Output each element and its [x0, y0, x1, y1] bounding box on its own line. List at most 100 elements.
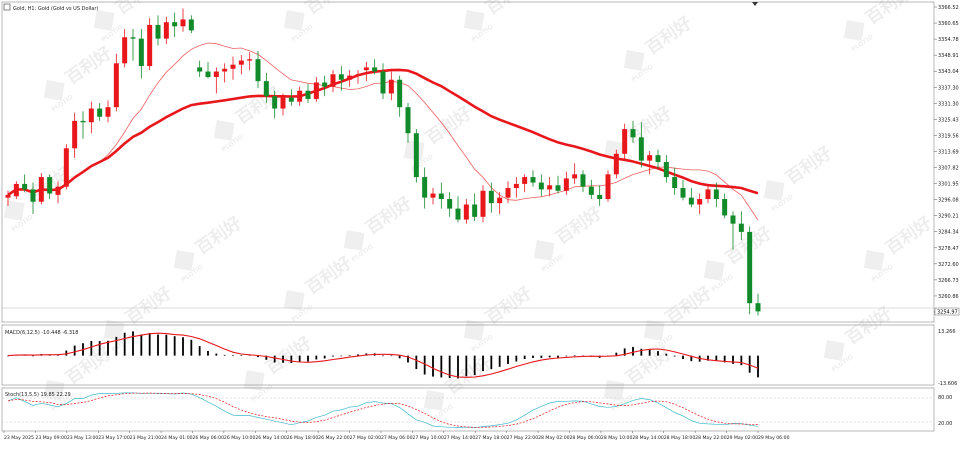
candle[interactable] — [63, 144, 69, 190]
candle[interactable] — [672, 167, 678, 195]
candle[interactable] — [472, 193, 478, 221]
candle[interactable] — [330, 70, 336, 93]
candle[interactable] — [697, 193, 703, 215]
candle[interactable] — [580, 170, 586, 193]
candle[interactable] — [505, 181, 511, 204]
candle[interactable] — [380, 63, 386, 99]
candle[interactable] — [113, 53, 119, 112]
candle[interactable] — [97, 103, 103, 121]
candle[interactable] — [738, 211, 744, 241]
candle[interactable] — [305, 83, 311, 104]
candle[interactable] — [338, 66, 344, 91]
candle[interactable] — [622, 123, 628, 160]
candle[interactable] — [138, 29, 144, 79]
time-axis[interactable]: 23 May 2025 23 May 09:00 23 May 13:00 23 Ma… — [3, 431, 790, 441]
candle[interactable] — [480, 185, 486, 223]
candle[interactable] — [313, 77, 319, 102]
candle[interactable] — [213, 67, 219, 94]
candle[interactable] — [463, 199, 469, 224]
candle[interactable] — [363, 61, 369, 82]
candle[interactable] — [205, 61, 211, 79]
candle[interactable] — [197, 60, 203, 78]
candle[interactable] — [30, 182, 36, 215]
candle[interactable] — [130, 29, 136, 61]
macd-plot[interactable] — [7, 331, 759, 379]
candle[interactable] — [522, 174, 528, 193]
candle[interactable] — [13, 181, 19, 200]
stochastic-plot[interactable] — [2, 392, 934, 429]
candle[interactable] — [547, 177, 553, 197]
candle[interactable] — [38, 172, 44, 205]
candle[interactable] — [613, 149, 619, 179]
candle[interactable] — [422, 167, 428, 209]
candle[interactable] — [730, 211, 736, 250]
candle[interactable] — [163, 16, 169, 45]
candle[interactable] — [563, 171, 569, 195]
candle[interactable] — [155, 15, 161, 46]
candle[interactable] — [372, 59, 378, 75]
candle[interactable] — [397, 75, 403, 117]
candle[interactable] — [497, 192, 503, 215]
candle[interactable] — [55, 181, 61, 204]
candle[interactable] — [647, 151, 653, 175]
candle[interactable] — [280, 93, 286, 116]
candle[interactable] — [263, 72, 269, 104]
candle[interactable] — [405, 103, 411, 143]
candle[interactable] — [5, 190, 11, 206]
candle[interactable] — [713, 182, 719, 208]
candle[interactable] — [88, 101, 94, 134]
candle[interactable] — [413, 129, 419, 183]
candle[interactable] — [272, 90, 278, 119]
candle[interactable] — [355, 70, 361, 84]
candle[interactable] — [688, 188, 694, 208]
candle[interactable] — [238, 55, 244, 75]
candle[interactable] — [388, 71, 394, 101]
candle[interactable] — [663, 155, 669, 183]
candle[interactable] — [588, 179, 594, 200]
candle[interactable] — [630, 120, 636, 143]
candle[interactable] — [755, 293, 761, 316]
candle[interactable] — [297, 86, 303, 106]
candle[interactable] — [747, 226, 753, 315]
candle[interactable] — [430, 188, 436, 205]
candle[interactable] — [147, 18, 153, 71]
symbol-menu-icon[interactable] — [3, 3, 11, 11]
candle[interactable] — [530, 170, 536, 187]
candle[interactable] — [255, 50, 261, 88]
candle[interactable] — [230, 56, 236, 80]
candle[interactable] — [172, 12, 178, 38]
candle[interactable] — [105, 100, 111, 123]
candle[interactable] — [555, 175, 561, 194]
candle[interactable] — [638, 122, 644, 168]
candle[interactable] — [572, 163, 578, 184]
shift-marker-icon[interactable] — [752, 2, 758, 6]
candle[interactable] — [680, 179, 686, 201]
candle[interactable] — [122, 29, 128, 68]
candle[interactable] — [347, 70, 353, 87]
candle[interactable] — [72, 112, 78, 158]
candle[interactable] — [22, 174, 28, 193]
candle[interactable] — [655, 149, 661, 169]
candle[interactable] — [438, 182, 444, 209]
candle[interactable] — [180, 8, 186, 32]
candle[interactable] — [705, 183, 711, 204]
candle[interactable] — [513, 177, 519, 198]
candle[interactable] — [597, 185, 603, 206]
candle[interactable] — [447, 192, 453, 217]
candle[interactable] — [80, 111, 86, 139]
candle[interactable] — [605, 170, 611, 202]
candle[interactable] — [188, 15, 194, 34]
candle[interactable] — [538, 174, 544, 197]
candle[interactable] — [288, 89, 294, 106]
candle[interactable] — [322, 75, 328, 97]
candle[interactable] — [455, 196, 461, 223]
candle[interactable] — [247, 52, 253, 71]
candle[interactable] — [47, 174, 53, 200]
candle[interactable] — [222, 63, 228, 83]
macd-histogram-bar — [398, 355, 401, 359]
candle[interactable] — [722, 193, 728, 219]
main-price-plot[interactable] — [5, 8, 761, 316]
candle[interactable] — [488, 182, 494, 213]
